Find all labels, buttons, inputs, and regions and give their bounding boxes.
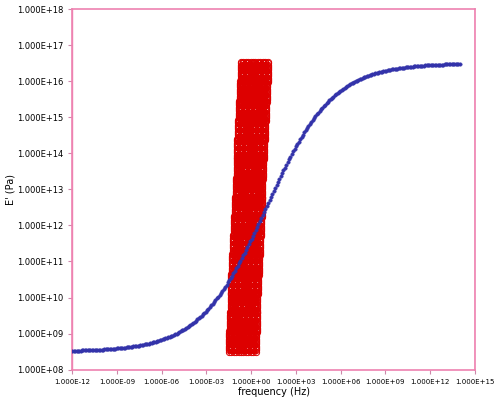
X-axis label: frequency (Hz): frequency (Hz)	[238, 387, 310, 397]
Y-axis label: E' (Pa): E' (Pa)	[6, 174, 16, 205]
